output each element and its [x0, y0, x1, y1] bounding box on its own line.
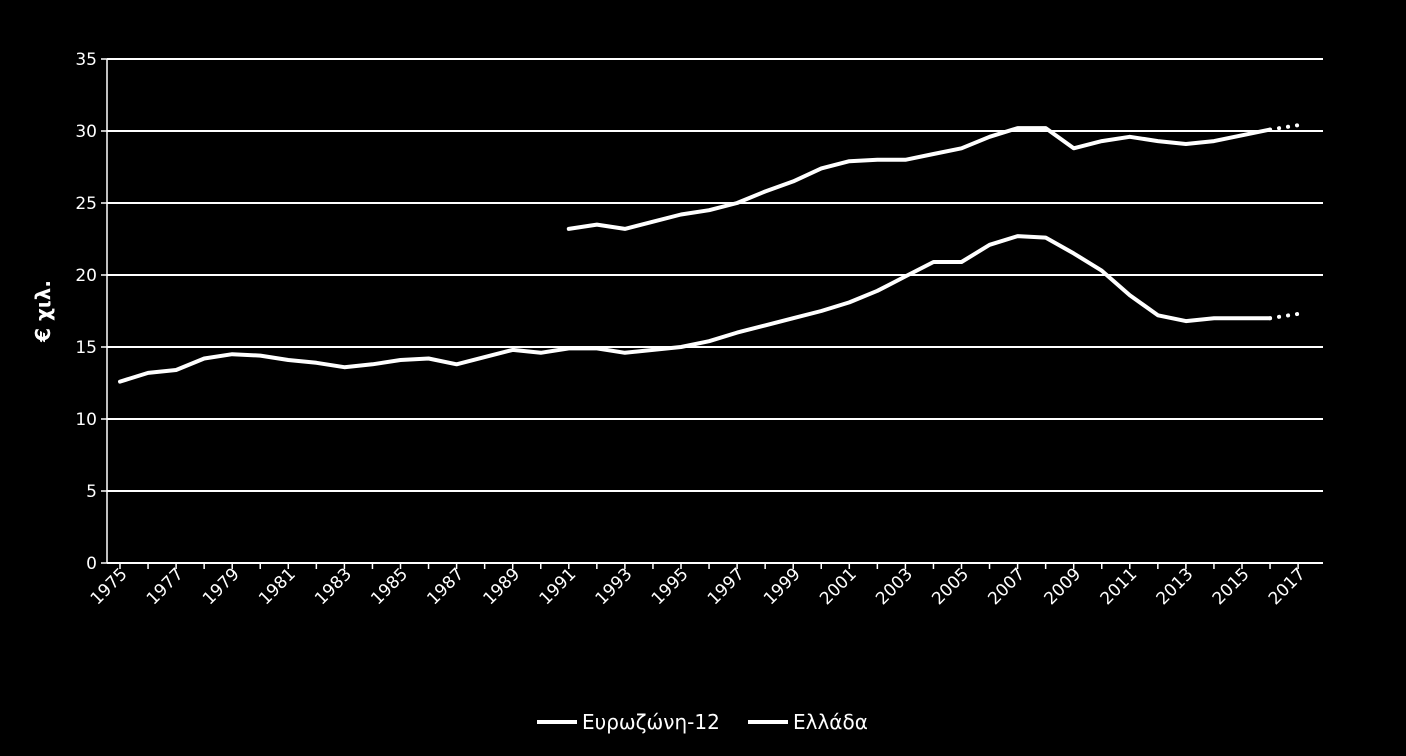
x-tick-label: 1999	[760, 564, 805, 609]
x-tick-label: 2009	[1040, 564, 1085, 609]
x-tick-label: 1985	[367, 564, 412, 609]
y-tick-label: 30	[75, 122, 97, 142]
y-tick-label: 5	[86, 482, 97, 502]
x-tick-label: 2007	[984, 564, 1029, 609]
y-tick-label: 15	[75, 338, 97, 358]
x-tick-label: 2017	[1265, 564, 1310, 609]
y-tick-label: 0	[86, 554, 97, 574]
legend: Ευρωζώνη-12 Ελλάδα	[537, 710, 868, 734]
y-tick-label: 35	[75, 50, 97, 70]
x-tick-label: 1991	[536, 564, 581, 609]
x-tick-label: 2003	[872, 564, 917, 609]
y-tick-label: 25	[75, 194, 97, 214]
axes	[106, 59, 1323, 564]
legend-label: Ελλάδα	[793, 710, 868, 734]
x-tick-label: 1977	[143, 564, 188, 609]
series-line-1	[566, 126, 1272, 231]
x-tick-label: 1993	[592, 564, 637, 609]
x-tick-label: 1989	[480, 564, 525, 609]
x-tick-label: 2001	[816, 564, 861, 609]
series-line-2	[118, 234, 1272, 384]
y-axis-ticks: 0 5 10 15 20 25 30 35	[75, 50, 107, 574]
x-tick-label: 1997	[704, 564, 749, 609]
series-projection-2	[1268, 311, 1301, 321]
x-axis-ticks: 1975 1977 1979 1981 1983 1985 1987 1989 1991 1993…	[87, 563, 1310, 609]
series-lines	[118, 123, 1301, 384]
y-axis-title: € χιλ.	[31, 280, 55, 343]
x-tick-label: 1995	[648, 564, 693, 609]
x-tick-label: 1983	[311, 564, 356, 609]
x-tick-label: 2005	[928, 564, 973, 609]
series-projection-1	[1268, 123, 1301, 132]
x-tick-label: 1979	[199, 564, 244, 609]
x-tick-label: 2015	[1209, 564, 1254, 609]
x-tick-label: 2011	[1097, 564, 1142, 609]
x-tick-label: 2013	[1153, 564, 1198, 609]
x-tick-label: 1987	[423, 564, 468, 609]
legend-label: Ευρωζώνη-12	[582, 710, 720, 734]
y-tick-label: 10	[75, 410, 97, 430]
gridlines	[107, 58, 1323, 492]
x-tick-label: 1981	[255, 564, 300, 609]
y-tick-label: 20	[75, 266, 97, 286]
